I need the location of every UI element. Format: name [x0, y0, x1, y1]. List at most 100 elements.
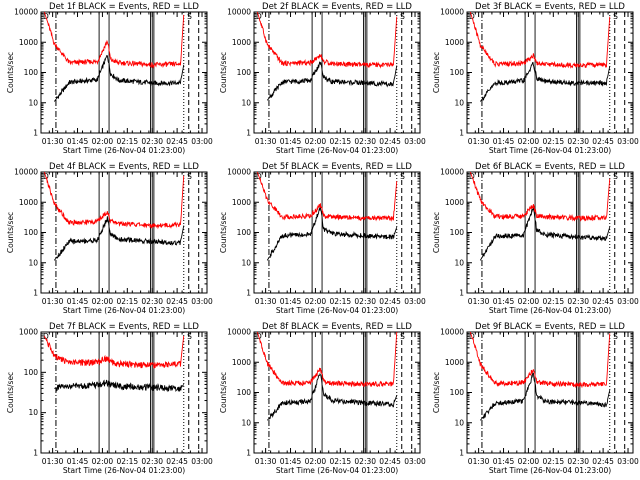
x-tick-label: 01:30	[42, 457, 64, 466]
x-axis-label: Start Time (26-Nov-04 01:23:00)	[63, 466, 185, 475]
x-tick-label: 02:30	[141, 297, 163, 306]
x-tick-label: 01:45	[493, 137, 515, 146]
x-tick-label: 01:45	[67, 137, 89, 146]
panel-title: Det 4f BLACK = Events, RED = LLD	[49, 162, 199, 172]
y-tick-label: 10000	[14, 8, 38, 17]
y-axis-label: Counts/sec	[6, 372, 15, 413]
x-tick-label: 03:00	[191, 457, 213, 466]
x-tick-label: 02:00	[518, 137, 540, 146]
x-tick-label: 01:30	[42, 297, 64, 306]
x-tick-label: 02:15	[330, 137, 352, 146]
x-axis-label: Start Time (26-Nov-04 01:23:00)	[489, 466, 611, 475]
y-axis-label: Counts/sec	[219, 372, 228, 413]
x-tick-label: 02:15	[330, 457, 352, 466]
x-tick-label: 02:15	[543, 137, 565, 146]
panel-title: Det 6f BLACK = Events, RED = LLD	[475, 162, 625, 172]
plot-area	[256, 172, 413, 293]
y-tick-label: 100	[237, 68, 252, 77]
y-tick-label: 10000	[440, 8, 464, 17]
y-tick-label: 1	[459, 449, 464, 458]
x-tick-label: 02:00	[518, 457, 540, 466]
x-tick-label: 01:45	[67, 297, 89, 306]
x-tick-label: 03:00	[404, 457, 426, 466]
y-tick-label: 10000	[14, 168, 38, 177]
det-panel: Det 3f BLACK = Events, RED = LLD 1 10 100 10…	[432, 2, 639, 155]
y-tick-label: 10	[241, 258, 251, 267]
corner-label-right: S	[400, 332, 405, 341]
x-tick-label: 02:45	[592, 457, 614, 466]
y-tick-label: 10000	[227, 168, 251, 177]
y-tick-label: 1	[459, 289, 464, 298]
y-tick-label: 1	[33, 289, 38, 298]
series-lld-line	[43, 12, 185, 69]
series-lld-line	[43, 335, 185, 369]
x-axis-label: Start Time (26-Nov-04 01:23:00)	[276, 146, 398, 155]
series-lld-line	[256, 332, 398, 388]
plot-area	[43, 12, 200, 133]
x-tick-label: 02:30	[141, 137, 163, 146]
series-events-line	[53, 216, 185, 261]
det-panel: Det 4f BLACK = Events, RED = LLD 1 10 100 10…	[6, 162, 213, 315]
x-tick-label: 01:45	[493, 457, 515, 466]
panel-title: Det 1f BLACK = Events, RED = LLD	[49, 2, 199, 12]
x-tick-label: 02:00	[92, 457, 114, 466]
x-axis-label: Start Time (26-Nov-04 01:23:00)	[276, 306, 398, 315]
x-tick-label: 02:15	[117, 297, 139, 306]
y-tick-label: 100	[24, 228, 39, 237]
x-tick-label: 02:45	[592, 137, 614, 146]
plot-frame	[466, 331, 634, 454]
x-tick-label: 02:00	[92, 297, 114, 306]
y-tick-label: 10	[28, 408, 38, 417]
plot-area	[43, 332, 200, 453]
x-tick-label: 01:45	[280, 457, 302, 466]
y-tick-label: 10	[454, 98, 464, 107]
panel-title: Det 5f BLACK = Events, RED = LLD	[262, 162, 412, 172]
det-panel: Det 8f BLACK = Events, RED = LLD 1 10 100 10…	[219, 322, 426, 475]
x-tick-label: 02:15	[543, 297, 565, 306]
panel-title: Det 8f BLACK = Events, RED = LLD	[262, 322, 412, 332]
x-tick-label: 01:45	[280, 137, 302, 146]
y-tick-label: 10	[28, 258, 38, 267]
x-tick-label: 02:15	[117, 457, 139, 466]
x-tick-label: 02:00	[305, 137, 327, 146]
corner-label-right: S	[400, 12, 405, 21]
y-tick-label: 10	[28, 98, 38, 107]
y-tick-label: 1000	[445, 198, 464, 207]
corner-label-right: S	[613, 172, 618, 181]
x-axis-label: Start Time (26-Nov-04 01:23:00)	[63, 146, 185, 155]
x-tick-label: 03:00	[191, 297, 213, 306]
series-events-line	[266, 61, 398, 101]
x-tick-label: 01:30	[255, 297, 277, 306]
plot-area	[469, 12, 626, 133]
y-tick-label: 100	[450, 388, 465, 397]
y-axis-label: Counts/sec	[432, 372, 441, 413]
x-tick-label: 03:00	[617, 457, 639, 466]
x-tick-label: 02:30	[567, 457, 589, 466]
panel-title: Det 2f BLACK = Events, RED = LLD	[262, 2, 412, 12]
y-tick-label: 10	[241, 98, 251, 107]
det-panel: Det 1f BLACK = Events, RED = LLD 1 10 100 10…	[6, 2, 213, 155]
y-tick-label: 1	[246, 449, 251, 458]
series-events-line	[266, 204, 398, 261]
corner-label-right: S	[613, 12, 618, 21]
y-tick-label: 10000	[440, 328, 464, 337]
x-tick-label: 03:00	[404, 137, 426, 146]
series-events-line	[266, 372, 398, 421]
series-lld-line	[469, 172, 611, 222]
y-tick-label: 1	[33, 449, 38, 458]
x-tick-label: 03:00	[617, 297, 639, 306]
y-tick-label: 1000	[445, 358, 464, 367]
corner-label-right: S	[187, 12, 192, 21]
y-axis-label: Counts/sec	[6, 212, 15, 253]
plot-frame	[253, 331, 421, 454]
x-tick-label: 02:45	[379, 137, 401, 146]
x-tick-label: 01:45	[280, 297, 302, 306]
series-events-line	[479, 372, 611, 421]
y-tick-label: 1000	[19, 38, 38, 47]
x-axis-label: Start Time (26-Nov-04 01:23:00)	[489, 306, 611, 315]
y-tick-label: 100	[450, 68, 465, 77]
series-events-line	[479, 204, 611, 261]
x-tick-label: 01:30	[468, 297, 490, 306]
series-events-line	[54, 379, 185, 393]
x-tick-label: 02:00	[305, 297, 327, 306]
